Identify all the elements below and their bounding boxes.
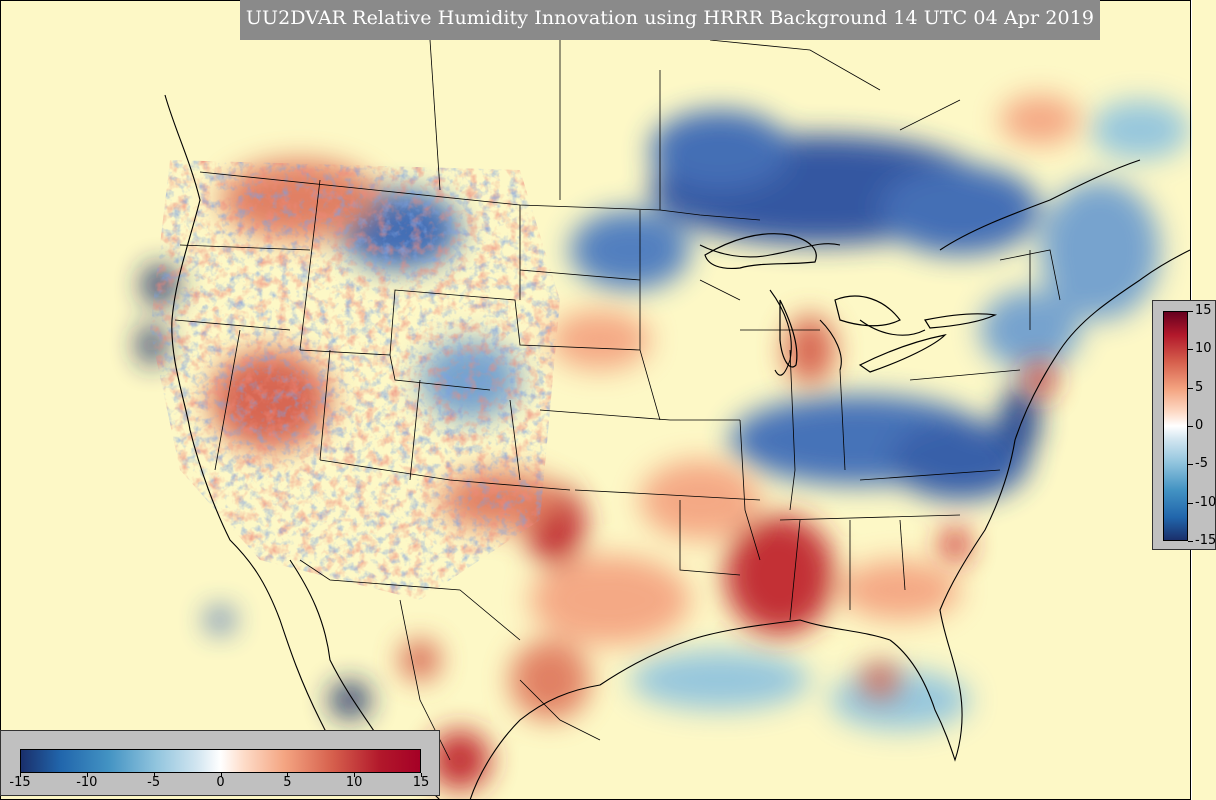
vertical-colorbar-tick-label: 5 [1195, 381, 1203, 395]
horizontal-colorbar: -15 -10 -5 0 5 10 15 [0, 730, 440, 796]
vertical-colorbar-tick-mark [1188, 349, 1193, 350]
vertical-colorbar-tick-label: 15 [1195, 304, 1212, 318]
vertical-colorbar-tick-label: -10 [1195, 496, 1216, 510]
horizontal-colorbar-tick-label: 5 [267, 775, 307, 790]
horizontal-colorbar-gradient [20, 749, 421, 773]
vertical-colorbar-tick-mark [1188, 503, 1193, 504]
horizontal-colorbar-tick-label: -10 [67, 775, 107, 790]
vertical-colorbar-tick-label: -5 [1195, 457, 1208, 471]
vertical-colorbar-tick-mark [1188, 541, 1193, 542]
title-banner: UU2DVAR Relative Humidity Innovation usi… [240, 0, 1100, 40]
vertical-colorbar-tick-mark [1188, 388, 1193, 389]
vertical-colorbar-tick-label: -15 [1195, 534, 1216, 548]
vertical-colorbar-gradient [1163, 311, 1188, 541]
horizontal-colorbar-tick-label: -5 [134, 775, 174, 790]
vertical-colorbar-tick-label: 10 [1195, 342, 1212, 356]
vertical-colorbar: 15 10 5 0 -5 -10 -15 [1152, 300, 1216, 550]
vertical-colorbar-tick-mark [1188, 464, 1193, 465]
map-title: UU2DVAR Relative Humidity Innovation usi… [240, 7, 1100, 29]
horizontal-colorbar-tick-label: 10 [334, 775, 374, 790]
horizontal-colorbar-tick-label: 0 [201, 775, 241, 790]
horizontal-colorbar-tick-label: -15 [0, 775, 40, 790]
vertical-colorbar-tick-mark [1188, 311, 1193, 312]
vertical-colorbar-tick-label: 0 [1195, 419, 1203, 433]
vertical-colorbar-tick-mark [1188, 426, 1193, 427]
horizontal-colorbar-tick-label: 15 [401, 775, 441, 790]
